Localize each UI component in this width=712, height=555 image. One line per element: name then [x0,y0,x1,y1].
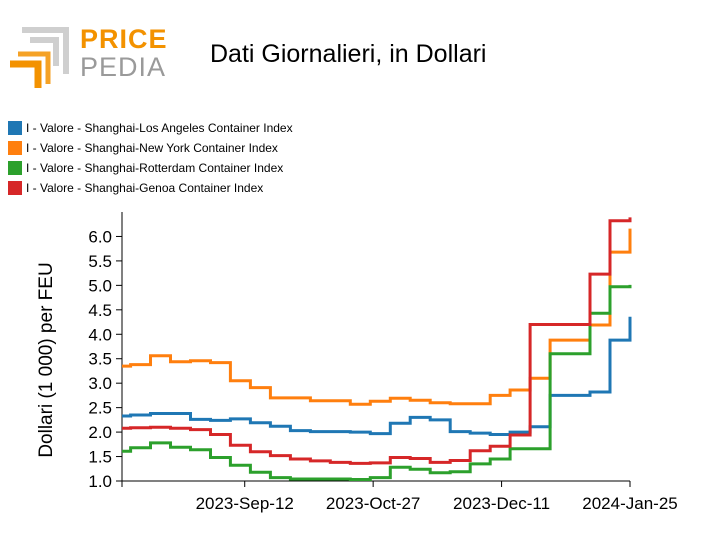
y-tick-label: 2.0 [88,423,112,442]
logo-mark-icon [10,27,69,88]
legend-item: I - Valore - Shanghai-Genoa Container In… [8,178,293,198]
legend-label: I - Valore - Shanghai-Genoa Container In… [26,181,264,195]
logo-text-pedia: PEDIA [80,52,167,82]
y-tick-label: 3.0 [88,374,112,393]
series-line [122,284,632,481]
logo-text-price: PRICE [80,24,168,54]
y-tick-label: 1.0 [88,472,112,491]
x-tick-label: 2023-Oct-27 [326,494,421,513]
pricepedia-logo: PRICE PEDIA [8,22,168,88]
legend-item: I - Valore - Shanghai-New York Container… [8,138,293,158]
chart-title: Dati Giornalieri, in Dollari [210,40,487,68]
y-tick-label: 2.5 [88,399,112,418]
legend-item: I - Valore - Shanghai-Rotterdam Containe… [8,158,293,178]
legend-swatch [8,121,22,135]
x-tick-label: 2023-Dec-11 [453,494,550,513]
legend-swatch [8,181,22,195]
series-line [122,217,632,465]
y-tick-label: 1.5 [88,448,112,467]
y-axis-label: Dollari (1 000) per FEU [36,262,57,457]
legend-label: I - Valore - Shanghai-New York Container… [26,141,278,155]
legend-swatch [8,141,22,155]
y-tick-label: 5.0 [88,276,112,295]
legend-label: I - Valore - Shanghai-Rotterdam Containe… [26,161,284,175]
y-tick-label: 4.0 [88,325,112,344]
y-tick-label: 4.5 [88,301,112,320]
y-tick-label: 3.5 [88,350,112,369]
y-tick-label: 6.0 [88,227,112,246]
legend-item: I - Valore - Shanghai-Los Angeles Contai… [8,118,293,138]
legend-swatch [8,161,22,175]
x-tick-label: 2024-Jan-25 [582,494,677,513]
y-tick-label: 5.5 [88,252,112,271]
series-line [122,228,632,406]
legend-label: I - Valore - Shanghai-Los Angeles Contai… [26,121,293,135]
x-tick-label: 2023-Sep-12 [196,494,294,513]
chart-legend: I - Valore - Shanghai-Los Angeles Contai… [8,118,293,198]
series-line [122,316,632,436]
